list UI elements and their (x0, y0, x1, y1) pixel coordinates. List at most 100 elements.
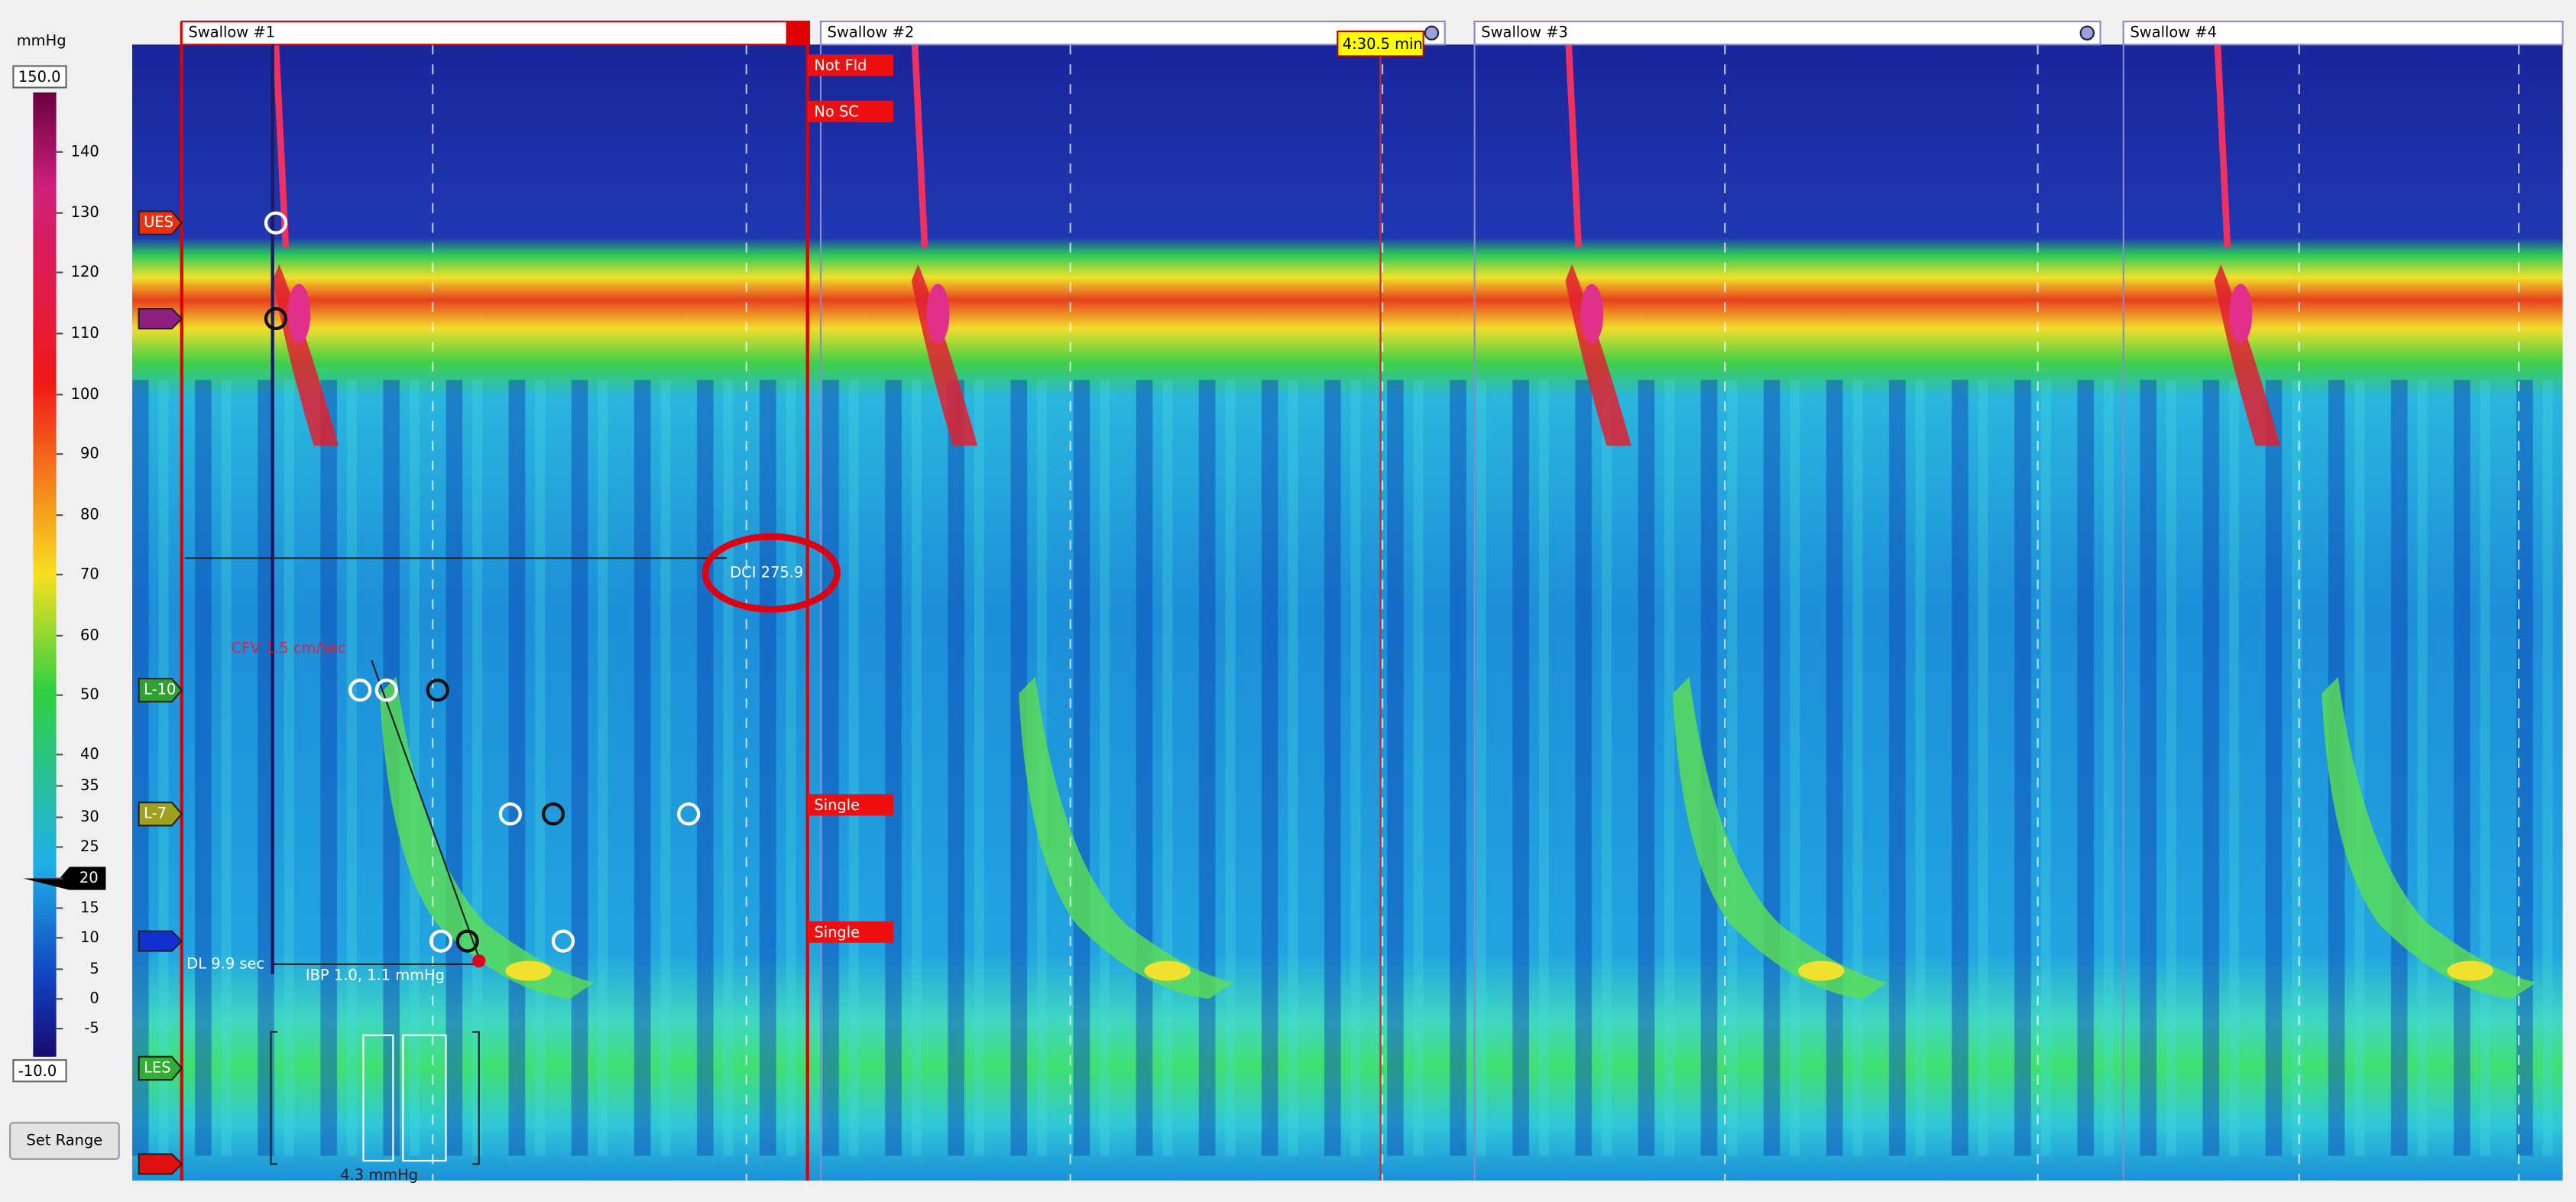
plot-overlay: Swallow #1 Swallow #2 Swallow #3 Swallow #4… (138, 21, 2564, 1184)
measurement-point[interactable] (426, 679, 449, 702)
contractile-deceleration-point[interactable] (472, 954, 486, 968)
colorbar-tick-label: 25 (80, 838, 99, 855)
colorbar-max[interactable]: 150.0 (18, 68, 61, 86)
distal-peak (1144, 961, 1191, 981)
colorbar-tick-label: 100 (71, 385, 99, 403)
colorbar-tick-label: 120 (71, 263, 99, 280)
measurement-point[interactable] (348, 679, 372, 702)
measurement-point[interactable] (677, 802, 701, 826)
cfv-line (371, 659, 480, 958)
measurement-point[interactable] (264, 211, 288, 235)
swallow-header[interactable] (180, 21, 810, 46)
topography-texture (132, 44, 2563, 1181)
set-range-button[interactable] (9, 1122, 120, 1160)
distal-peak (1798, 961, 1845, 981)
sensor-label[interactable]: L-10 (144, 681, 176, 698)
colorbar-tick-label: 60 (80, 626, 99, 643)
measurement-point[interactable] (551, 929, 575, 953)
colorbar-tick-label: 90 (80, 445, 99, 462)
classification-tag-text: Single (814, 796, 860, 814)
classification-tag (807, 794, 894, 816)
sensor-marker[interactable] (138, 1153, 183, 1175)
distal-peak (2447, 961, 2493, 981)
measurement-point[interactable] (541, 802, 565, 826)
swallow-header[interactable] (2122, 21, 2564, 46)
irp-window (402, 1034, 447, 1162)
set-range-label[interactable]: Set Range (27, 1132, 103, 1149)
sensor-marker[interactable] (138, 1055, 183, 1081)
peak-pressure (1580, 283, 1604, 344)
current-value[interactable]: 20 (79, 869, 99, 886)
peak-pressure (287, 283, 311, 344)
swallow-title[interactable]: Swallow #1 (188, 24, 275, 41)
colorbar-min[interactable]: -10.0 (18, 1062, 57, 1080)
upper-sphincter-streak (2214, 44, 2231, 248)
sensor-marker[interactable] (138, 307, 183, 330)
swallow-option[interactable] (2079, 25, 2095, 40)
upper-sphincter-streak (911, 44, 928, 248)
swallow-title[interactable]: Swallow #2 (828, 24, 915, 41)
colorbar-tick-label: 130 (71, 203, 99, 221)
sensor-label[interactable]: UES (144, 213, 173, 231)
colorbar-unit: mmHg (17, 32, 66, 50)
colorbar-tick-label: 15 (80, 899, 99, 916)
sensor-marker[interactable] (138, 930, 183, 952)
classification-tag (807, 921, 894, 943)
swallow-option[interactable] (1424, 25, 1440, 40)
colorbar-tick-label: 50 (80, 685, 99, 703)
colorbar-tick-label: 5 (89, 960, 99, 977)
dci-highlight (702, 533, 841, 613)
distal-peak (505, 961, 552, 981)
classification-tag-text: No SC (814, 102, 859, 120)
measurement-point[interactable] (455, 929, 479, 953)
irp-window (362, 1034, 394, 1162)
time-marker[interactable]: 4:30.5 min (1343, 35, 1423, 53)
classification-tag-text: Single (814, 923, 860, 941)
max-box[interactable] (12, 65, 67, 89)
colorbar-tick-label: 80 (80, 506, 99, 523)
dl-value: DL 9.9 sec (186, 954, 264, 972)
classification-tag (807, 100, 894, 122)
colorbar-tick-label: 30 (80, 808, 99, 825)
upper-sphincter-streak (272, 44, 290, 248)
colorbar-tick-label: -5 (84, 1019, 99, 1037)
measurement-point[interactable] (429, 929, 453, 953)
colorbar (33, 92, 57, 1057)
distal-wave (2322, 676, 2536, 1000)
peak-pressure (2229, 283, 2253, 344)
upper-sphincter-streak (1565, 44, 1583, 248)
sensor-label[interactable]: L-7 (144, 805, 167, 822)
colorbar-tick-label: 0 (89, 990, 99, 1007)
colorbar-tick-label: 40 (80, 745, 99, 763)
irp-value: 4.3 mmHg (340, 1166, 418, 1184)
distal-wave (1672, 676, 1887, 1000)
distal-wave (1019, 676, 1234, 1000)
colorbar-tick-label: 10 (80, 928, 99, 946)
time-marker-box[interactable] (1337, 30, 1424, 57)
dci-value: DCI 275.9 (730, 563, 803, 581)
irp-bracket (270, 1031, 480, 1165)
measurement-point[interactable] (374, 679, 398, 702)
classification-tag (807, 54, 894, 76)
sensor-marker[interactable] (138, 210, 183, 235)
peak-pressure (926, 283, 950, 344)
cfv-value: CFV 1.5 cm/sec (232, 640, 346, 657)
swallow-title[interactable]: Swallow #3 (1481, 24, 1568, 41)
colorbar-tick-label: 110 (71, 324, 99, 342)
swallow-title[interactable]: Swallow #4 (2130, 24, 2217, 41)
close-button[interactable] (786, 21, 809, 45)
sensor-marker[interactable] (138, 677, 183, 703)
measurement-point[interactable] (498, 802, 522, 826)
sensor-marker[interactable] (138, 802, 183, 827)
colorbar-tick-label: 35 (80, 776, 99, 794)
measurement-point[interactable] (264, 306, 288, 331)
sensor-label[interactable]: LES (144, 1058, 170, 1076)
ibp-value: IBP 1.0, 1.1 mmHg (306, 966, 445, 983)
colorbar-tick-label: 70 (80, 565, 99, 582)
colorbar-tick-label: 140 (71, 142, 99, 160)
swallow-header[interactable] (1473, 21, 2101, 46)
classification-tag-text: Not Fld (814, 57, 867, 74)
current-threshold[interactable] (23, 867, 106, 890)
min-box[interactable] (12, 1059, 67, 1083)
